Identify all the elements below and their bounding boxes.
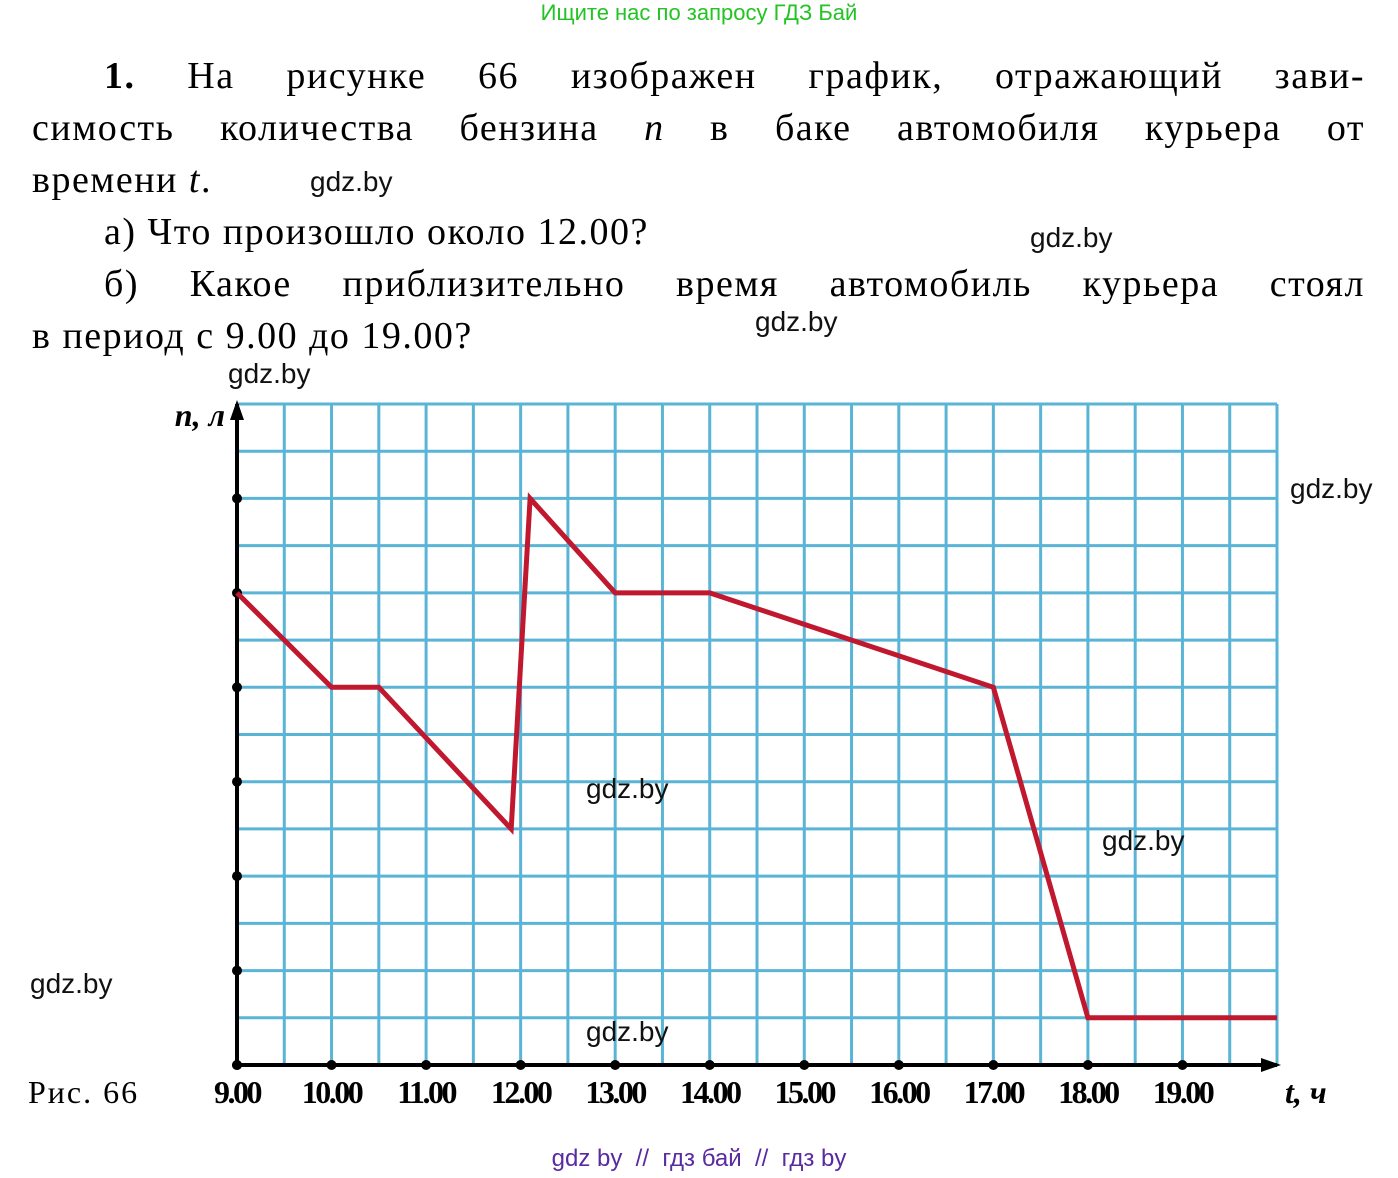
x-tick — [1177, 1060, 1188, 1070]
x-tick-label: 18.00 — [1058, 1074, 1119, 1110]
x-tick — [610, 1060, 621, 1070]
x-tick-label: 16.00 — [869, 1074, 930, 1110]
data-line — [235, 492, 1277, 1021]
x-tick-label: 17.00 — [964, 1074, 1025, 1110]
x-tick-label: 19.00 — [1153, 1074, 1214, 1110]
x-tick-label: 15.00 — [775, 1074, 836, 1110]
question: б) Какое приблизительно время автомобиль… — [104, 263, 1365, 305]
question: в период с 9.00 до 19.00? — [32, 315, 473, 357]
text: времени — [32, 159, 189, 201]
watermark: gdz.by — [1030, 222, 1113, 253]
x-tick — [988, 1060, 999, 1070]
y-tick — [232, 493, 242, 504]
x-axis-label: t, ч — [1285, 1074, 1327, 1110]
x-tick-label: 10.00 — [302, 1074, 363, 1110]
x-tick — [1082, 1060, 1093, 1070]
x-tick-label: 14.00 — [680, 1074, 741, 1110]
x-tick-label: 13.00 — [585, 1074, 646, 1110]
watermark: gdz.by — [1102, 825, 1185, 856]
x-tick-label: 11.00 — [397, 1074, 456, 1110]
task-line: 1. На рисунке 66 изображен график, отраж… — [104, 50, 1365, 102]
x-tick — [893, 1060, 904, 1070]
y-tick — [232, 871, 242, 882]
x-axis-arrow — [1261, 1058, 1281, 1072]
x-tick — [421, 1060, 432, 1070]
x-tick — [704, 1060, 715, 1070]
y-tick — [232, 776, 242, 787]
watermark: gdz.by — [755, 306, 838, 337]
x-tick — [326, 1060, 337, 1070]
footer: gdz by // гдз бай // гдз by — [551, 1145, 847, 1172]
task-line: времени t. — [32, 154, 1365, 206]
y-tick — [232, 965, 242, 976]
y-tick — [232, 1060, 242, 1070]
watermark: gdz.by — [228, 358, 311, 389]
watermark: gdz.by — [30, 968, 113, 999]
figure-caption: Рис. 66 — [28, 1074, 140, 1110]
watermark: gdz.by — [586, 1016, 669, 1047]
text: n — [644, 107, 665, 149]
x-tick-label: 12.00 — [491, 1074, 552, 1110]
text: в баке автомобиля курьера от — [664, 107, 1365, 149]
x-tick — [799, 1060, 810, 1070]
search-hint: Ищите нас по запросу ГДЗ Бай — [540, 0, 858, 25]
y-axis-label: n, л — [175, 397, 225, 433]
text: t — [188, 159, 201, 201]
text: На рисунке 66 изображен график, отражающ… — [187, 55, 1365, 97]
text: симость количества бензина — [32, 107, 645, 149]
watermark: gdz.by — [586, 773, 669, 804]
question: а) Что произошло около 12.00? — [104, 211, 649, 253]
watermark: gdz.by — [1290, 473, 1373, 504]
task-line: симость количества бензина n в баке авто… — [32, 102, 1365, 154]
y-axis-arrow — [230, 400, 244, 420]
text: . — [200, 159, 212, 201]
x-tick — [515, 1060, 526, 1070]
watermark: gdz.by — [310, 166, 393, 197]
x-tick-label: 9.00 — [214, 1074, 262, 1110]
task-number: 1. — [104, 55, 136, 97]
y-tick — [232, 682, 242, 693]
